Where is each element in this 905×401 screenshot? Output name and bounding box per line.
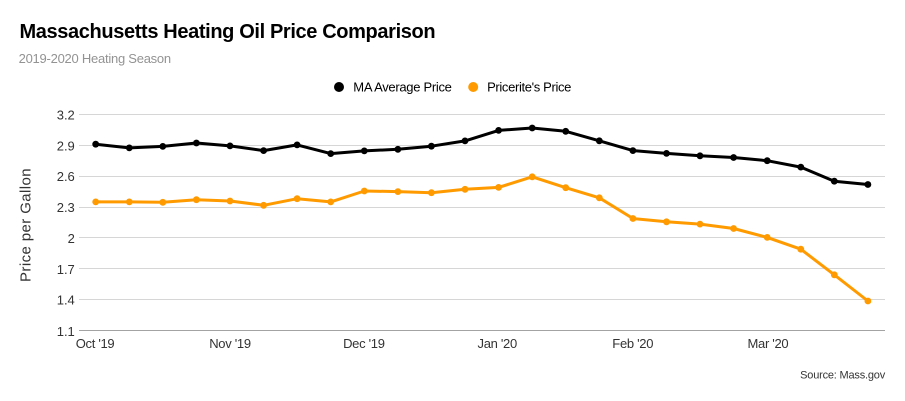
svg-text:2.9: 2.9 bbox=[57, 138, 75, 153]
svg-text:2: 2 bbox=[68, 231, 75, 246]
svg-text:Nov '19: Nov '19 bbox=[209, 336, 251, 351]
svg-text:Mar '20: Mar '20 bbox=[748, 336, 789, 351]
svg-text:2.3: 2.3 bbox=[57, 200, 75, 215]
svg-text:Oct '19: Oct '19 bbox=[76, 336, 115, 351]
svg-text:Jan '20: Jan '20 bbox=[478, 336, 517, 351]
svg-text:3.2: 3.2 bbox=[57, 108, 75, 123]
svg-text:2.6: 2.6 bbox=[57, 169, 75, 184]
svg-text:1.7: 1.7 bbox=[57, 262, 75, 277]
svg-text:1.4: 1.4 bbox=[57, 293, 75, 308]
svg-text:Source: Mass.gov: Source: Mass.gov bbox=[800, 369, 886, 381]
svg-text:MA Average Price: MA Average Price bbox=[353, 80, 451, 95]
svg-text:1.1: 1.1 bbox=[57, 324, 75, 339]
svg-text:Feb '20: Feb '20 bbox=[612, 336, 653, 351]
svg-text:Price per Gallon: Price per Gallon bbox=[18, 168, 35, 282]
svg-text:Pricerite's Price: Pricerite's Price bbox=[487, 80, 571, 95]
svg-text:Dec '19: Dec '19 bbox=[343, 336, 385, 351]
